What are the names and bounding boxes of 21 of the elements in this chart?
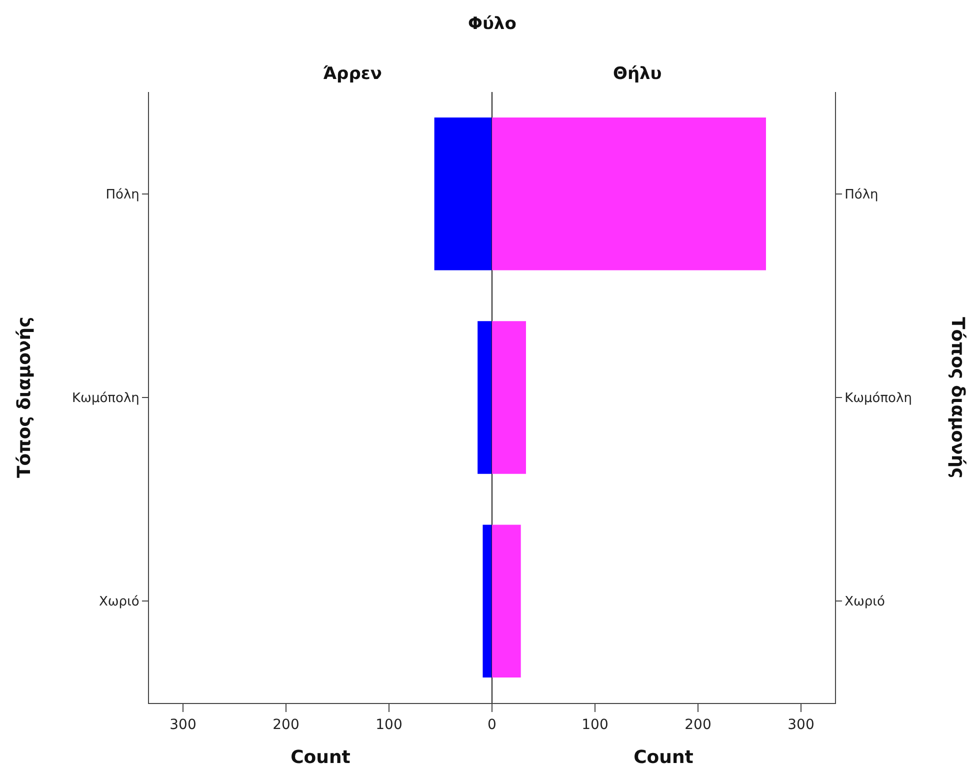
x-axis-title: Count (634, 746, 694, 768)
y-axis-title: Τόπος διαμονής (947, 317, 968, 478)
y-tick-label: Χωριό (844, 594, 886, 610)
chart-title: Θήλυ (613, 64, 662, 84)
y-tick-label: Κωμόπολη (72, 391, 140, 406)
text: Φύλο (468, 14, 516, 34)
bar (434, 117, 492, 270)
x-tick-label: 100 (376, 716, 402, 733)
x-axis-title: Count (290, 746, 351, 768)
x-tick-label: 300 (788, 716, 814, 733)
y-tick-label: Πόλη (844, 187, 878, 202)
y-tick-label: Χωριό (98, 594, 140, 610)
x-tick-label: 200 (684, 716, 712, 733)
x-tick-label: 0 (488, 716, 496, 733)
y-tick-label: Πόλη (106, 187, 140, 202)
x-tick-label: 100 (582, 716, 608, 733)
chart-title: Άρρεν (323, 64, 382, 84)
y-axis-title: Τόπος διαμονής (14, 316, 35, 478)
x-tick-label: 300 (170, 716, 196, 733)
x-tick-label: 200 (272, 716, 300, 733)
y-tick-label: Κωμόπολη (844, 391, 912, 406)
